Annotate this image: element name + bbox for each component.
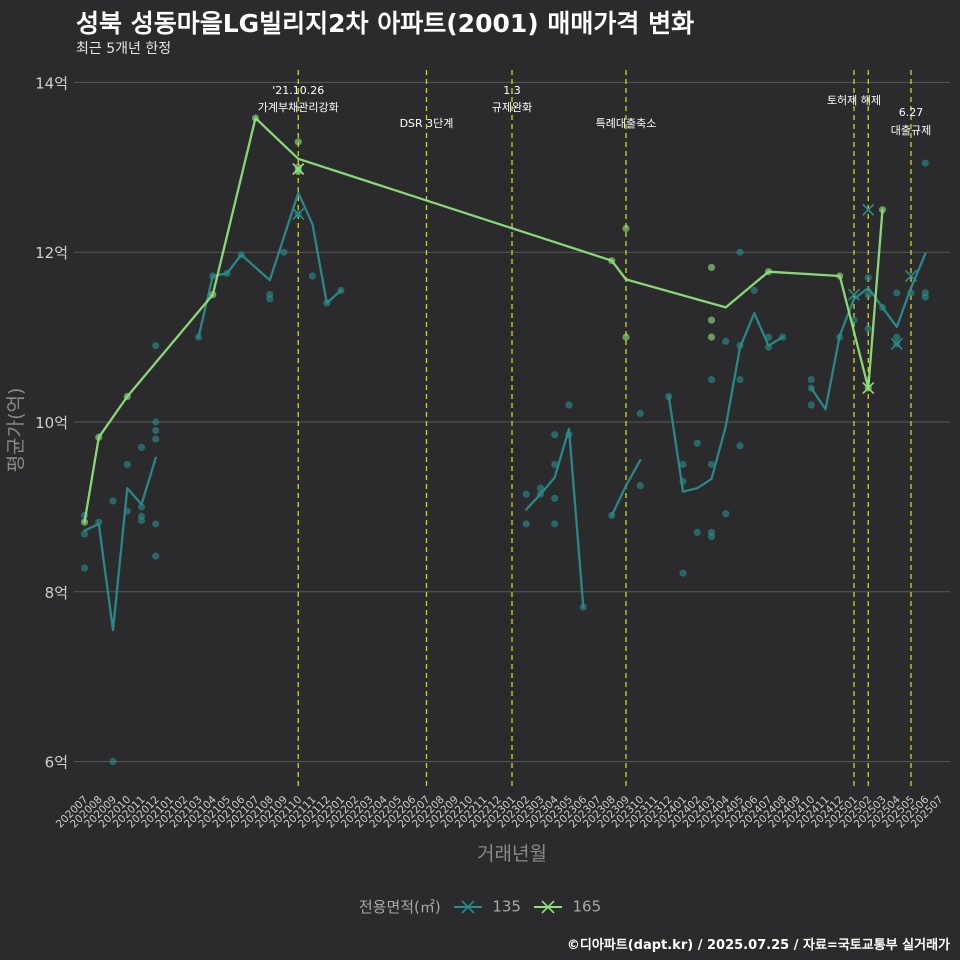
- series-165-cross: [292, 162, 305, 176]
- series-135-point: [921, 293, 929, 301]
- source-caption: ©디아파트(dapt.kr) / 2025.07.25 / 자료=국토교통부 실…: [566, 938, 950, 953]
- series-135-point: [152, 435, 160, 443]
- series-135-line: [525, 427, 585, 609]
- annotation-label: 가계부채관리강화: [258, 101, 339, 114]
- legend-title: 전용면적(㎡): [358, 898, 441, 916]
- series-135-point: [109, 497, 117, 505]
- series-135-point: [266, 295, 274, 303]
- series-135-point: [736, 248, 744, 256]
- series-165-line: [83, 116, 884, 524]
- series-135-point: [722, 510, 730, 518]
- series-165-point: [622, 224, 630, 233]
- series-135-line: [610, 459, 642, 517]
- series-135-point: [522, 520, 530, 528]
- series-165-cross: [862, 381, 875, 395]
- y-tick-label: 10억: [35, 414, 68, 432]
- series-135-point: [693, 439, 701, 447]
- series-165-point: [294, 138, 302, 146]
- annotation-label: '21.10.26: [272, 84, 324, 97]
- series-135-point: [536, 484, 545, 492]
- chart-subtitle: 최근 5개년 한정: [76, 41, 172, 57]
- annotation-label: 1.3: [503, 84, 521, 97]
- series-135-point: [137, 503, 146, 511]
- series-135-point: [636, 482, 644, 490]
- series-135-point: [80, 530, 89, 538]
- x-axis-title: 거래년월: [477, 843, 547, 865]
- annotation-label: 규제완화: [492, 101, 532, 114]
- series-135-point: [137, 512, 146, 520]
- legend: 전용면적(㎡) 135 165: [0, 896, 960, 917]
- series-135-point: [864, 325, 872, 333]
- series-135-point: [707, 375, 716, 384]
- series-135-line: [83, 456, 157, 632]
- y-tick-label: 6억: [45, 754, 68, 772]
- annotation-label: 대출규제: [891, 124, 931, 137]
- series-135-point: [152, 418, 160, 426]
- series-135-point: [636, 409, 644, 418]
- series-135-point: [921, 159, 929, 167]
- y-tick-label: 12억: [35, 244, 68, 262]
- legend-label-135: 135: [492, 897, 521, 916]
- series-135-point: [807, 401, 815, 409]
- series-135-point: [864, 291, 872, 299]
- series-135-point: [893, 333, 901, 341]
- annotation-label: 토허제 해제: [827, 93, 881, 107]
- annotation-label: 특례대출축소: [596, 117, 657, 130]
- series-135-point: [864, 274, 872, 282]
- annotation-label: 6.27: [899, 106, 924, 119]
- series-135-cross: [292, 207, 305, 221]
- series-135-point: [736, 442, 744, 450]
- series-165-point: [707, 333, 716, 341]
- series-135-point: [679, 569, 687, 577]
- series-135-line: [810, 252, 927, 411]
- series-135-point: [551, 460, 559, 469]
- series-135-point: [137, 443, 146, 452]
- series-135-cross: [847, 288, 861, 301]
- series-135-point: [152, 426, 160, 435]
- series-135-cross: [904, 269, 918, 283]
- series-135-point: [152, 341, 160, 350]
- series-135-line: [197, 191, 343, 339]
- series-135-point: [123, 460, 131, 469]
- chart-title: 성북 성동마을LG빌리지2차 아파트(2001) 매매가격 변화: [76, 9, 695, 38]
- annotation-label: DSR 3단계: [400, 117, 454, 130]
- series-135-cross: [862, 203, 875, 216]
- series-135-point: [565, 401, 573, 409]
- series-165-point: [707, 316, 716, 324]
- series-165-point: [622, 333, 630, 341]
- series-135-point: [807, 375, 815, 384]
- series-135-point: [693, 528, 701, 536]
- series-135-line: [667, 312, 784, 493]
- series-135-point: [551, 431, 559, 439]
- series-135-point: [722, 337, 730, 345]
- series-135-point: [308, 272, 317, 280]
- series-135-point: [152, 552, 160, 560]
- y-tick-label: 14억: [35, 74, 68, 92]
- series-135-point: [551, 520, 559, 528]
- series-135-point: [280, 248, 288, 256]
- series-135-cross: [890, 337, 903, 350]
- series-135-point: [551, 494, 559, 503]
- series-135-point: [736, 375, 744, 384]
- series-135-point: [109, 758, 117, 766]
- legend-key-135: [453, 898, 482, 916]
- series-135-point: [893, 289, 901, 297]
- series-135-point: [522, 490, 530, 498]
- y-tick-label: 8억: [45, 584, 68, 602]
- series-165-point: [707, 263, 716, 272]
- series-135-point: [80, 564, 89, 572]
- y-axis-title: 평균가(억): [5, 388, 27, 473]
- legend-key-165: [533, 898, 562, 916]
- series-135-point: [679, 460, 687, 469]
- series-135-point: [707, 460, 716, 469]
- legend-label-165: 165: [572, 897, 602, 916]
- series-135-point: [152, 520, 160, 528]
- series-135-point: [707, 533, 716, 541]
- series-135-point: [750, 286, 758, 295]
